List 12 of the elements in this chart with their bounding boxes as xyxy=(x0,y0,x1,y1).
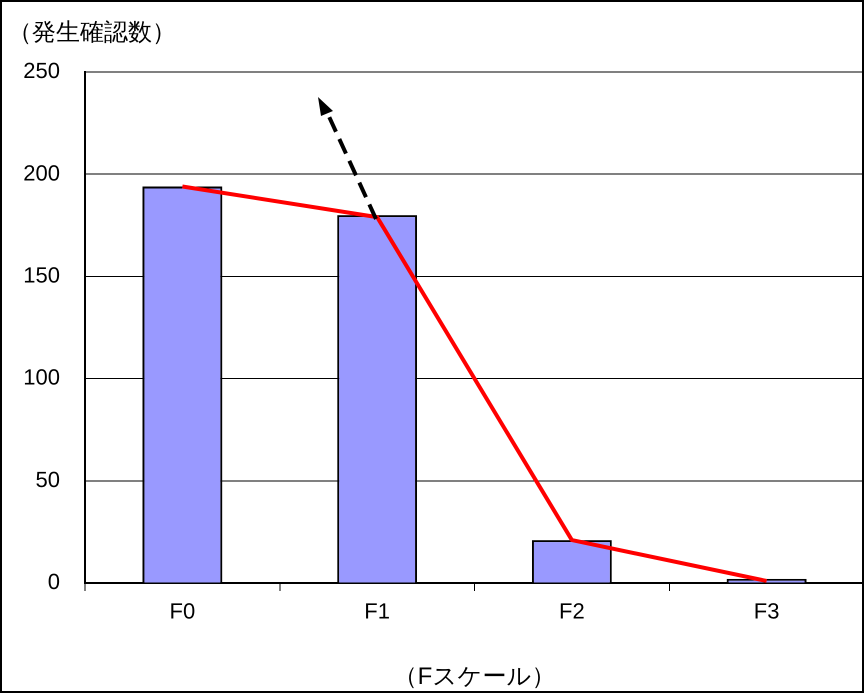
x-tick-label: F0 xyxy=(170,598,196,624)
y-tick-label: 200 xyxy=(23,160,60,186)
y-axis-title: （発生確認数） xyxy=(8,18,176,48)
y-tick-label: 0 xyxy=(48,569,60,594)
y-tick-label: 250 xyxy=(23,58,60,84)
x-axis-title: （Fスケール） xyxy=(392,662,556,692)
y-tick-label: 100 xyxy=(23,364,60,390)
y-tick-label: 50 xyxy=(36,466,60,492)
x-tick-label: F1 xyxy=(364,598,390,624)
x-tick-label: F2 xyxy=(559,598,585,624)
x-tick-label: F3 xyxy=(754,598,780,624)
y-tick-label: 150 xyxy=(23,262,60,288)
